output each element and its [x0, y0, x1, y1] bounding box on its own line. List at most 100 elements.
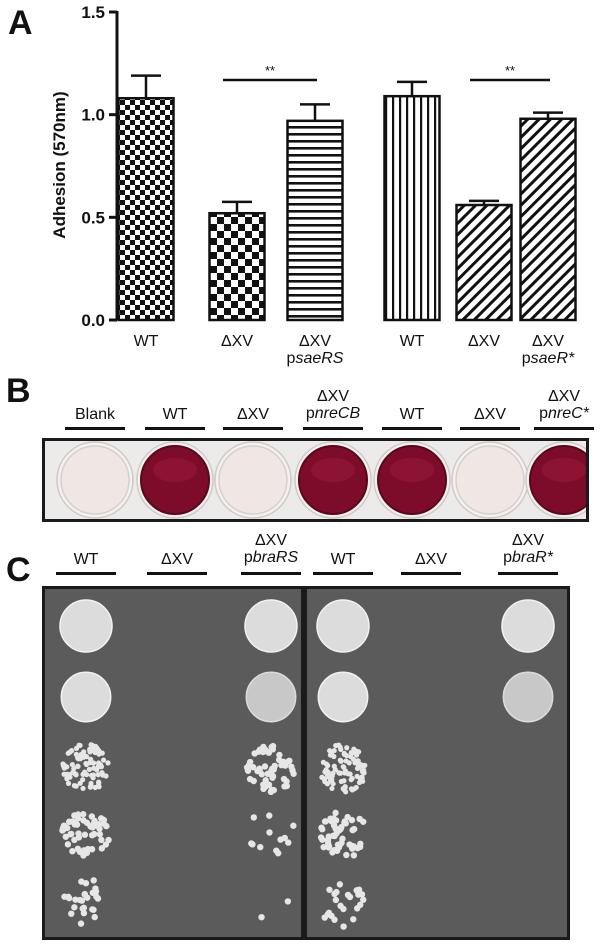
colony — [90, 772, 97, 778]
colony — [65, 750, 71, 756]
colony — [348, 777, 354, 783]
x-tick-label-line1: ΔXV — [220, 333, 254, 350]
column-label-underline — [401, 572, 461, 575]
adhesion-bar-chart: 0.0 0.5 1.0 1.5 ** ** — [81, 3, 577, 330]
colony — [96, 784, 102, 790]
colony — [325, 844, 332, 851]
colony — [322, 776, 328, 782]
column-label-line1: ΔXV — [414, 551, 448, 568]
x-tick-label-line1: ΔXV — [467, 333, 501, 350]
well-label-line2: pnreCB — [288, 405, 378, 422]
colony — [338, 770, 344, 776]
colony — [329, 785, 335, 792]
colony — [349, 845, 356, 852]
colony — [342, 770, 348, 776]
colony — [65, 818, 73, 826]
colony — [105, 760, 111, 766]
colony — [290, 822, 297, 829]
colony — [289, 767, 296, 774]
colony — [91, 913, 98, 921]
colony — [88, 846, 96, 853]
colony — [356, 765, 362, 771]
x-tick-label-line1: WT — [133, 333, 159, 350]
bar — [117, 96, 175, 322]
colony — [320, 843, 327, 851]
colony — [75, 763, 81, 769]
colony — [341, 764, 347, 770]
colony — [360, 818, 367, 825]
colony — [250, 777, 257, 785]
significance-label: ** — [505, 63, 515, 78]
column-label-plasmid-prefix: p — [243, 549, 253, 566]
y-axis-label: Adhesion (570nm) — [50, 91, 69, 239]
colony — [332, 896, 340, 904]
column-label: ΔXV pbraRS — [226, 532, 316, 566]
colony — [276, 751, 283, 759]
colony — [257, 843, 264, 851]
x-tick-label-gene: saeR* — [530, 350, 575, 367]
colony — [69, 761, 75, 768]
colony — [356, 779, 363, 786]
colony — [74, 845, 82, 853]
colony — [96, 831, 104, 838]
colony — [344, 745, 350, 751]
colony — [262, 777, 269, 784]
colony — [337, 902, 344, 910]
well-label-underline — [65, 427, 125, 430]
colony — [250, 814, 258, 821]
colony — [87, 747, 93, 753]
spot-confluent — [502, 671, 554, 723]
colony — [105, 836, 112, 844]
colony — [77, 920, 85, 927]
colony — [73, 783, 79, 789]
bar — [208, 211, 266, 322]
x-tick-label: ΔXV — [439, 333, 529, 350]
well-highlight — [153, 458, 197, 482]
column-label-line1: WT — [73, 551, 99, 568]
colony — [64, 841, 72, 848]
well-plate-strip — [42, 438, 589, 522]
x-tick-label-gene: saeRS — [295, 350, 344, 367]
column-label-line1: ΔXV — [160, 551, 194, 568]
colony — [94, 895, 102, 902]
y-tick-label: 0.0 — [81, 311, 105, 330]
colony — [256, 746, 264, 753]
colony — [88, 831, 96, 839]
colony — [92, 749, 98, 756]
colony — [351, 746, 357, 752]
column-label: ΔXV — [132, 551, 222, 568]
colony — [79, 905, 86, 912]
well-label: WT — [130, 406, 220, 423]
well-label-underline — [303, 427, 363, 430]
colony — [321, 914, 328, 921]
colony — [82, 879, 90, 887]
column-label-line2: pbraRS — [226, 549, 316, 566]
colony — [260, 785, 267, 793]
colony — [81, 749, 87, 755]
x-tick-label-line1: ΔXV — [298, 333, 332, 350]
colony — [331, 916, 338, 923]
colony — [346, 893, 354, 901]
well-label: ΔXV — [445, 406, 535, 423]
colony — [88, 813, 96, 820]
x-tick-label: ΔXV psaeR* — [503, 333, 593, 367]
colony — [258, 913, 265, 921]
well-clear — [218, 445, 288, 515]
colony — [90, 760, 97, 766]
colony — [338, 746, 344, 753]
colony — [282, 762, 289, 769]
colony — [350, 916, 357, 923]
colony — [338, 758, 344, 764]
colony — [329, 849, 336, 856]
well-highlight — [311, 458, 355, 482]
colony — [84, 754, 90, 760]
column-label-gene: braRS — [252, 549, 299, 566]
well-label-line1: WT — [162, 406, 188, 423]
colony — [349, 826, 356, 834]
colony — [99, 770, 105, 776]
colony — [354, 773, 360, 779]
colony — [100, 757, 107, 763]
column-label: WT — [298, 551, 388, 568]
colony — [360, 896, 367, 903]
colony — [343, 758, 349, 764]
